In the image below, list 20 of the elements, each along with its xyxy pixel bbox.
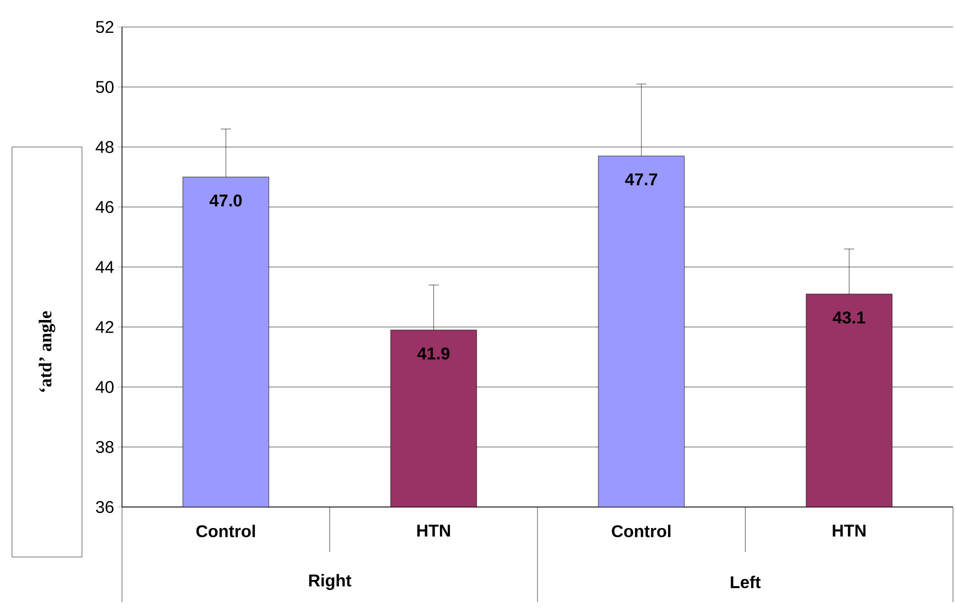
x-tick-label: Control bbox=[612, 524, 670, 538]
y-axis-title: ‘atd’ angle bbox=[38, 311, 56, 392]
x-tick-label: HTN bbox=[417, 524, 450, 536]
text: Right bbox=[309, 574, 352, 590]
y-tick-label: 40 bbox=[96, 380, 114, 394]
y-tick-label: 42 bbox=[96, 321, 114, 333]
y-tick-label: 46 bbox=[96, 200, 114, 214]
data-label: 41.9 bbox=[417, 348, 450, 360]
y-tick-label: 48 bbox=[96, 140, 114, 154]
text: Left bbox=[730, 576, 761, 588]
data-label: 47.0 bbox=[210, 194, 242, 207]
y-tick-label: 36 bbox=[96, 500, 114, 514]
y-tick-label: 38 bbox=[96, 440, 114, 454]
y-tick-label: 44 bbox=[96, 261, 114, 273]
x-tick-label: Control bbox=[196, 524, 255, 538]
y-tick-label: 52 bbox=[96, 20, 114, 34]
x-tick-label: HTN bbox=[832, 524, 866, 536]
data-label: 47.7 bbox=[625, 174, 658, 186]
data-label: 43.1 bbox=[832, 312, 866, 324]
y-tick-label: 50 bbox=[96, 80, 114, 94]
